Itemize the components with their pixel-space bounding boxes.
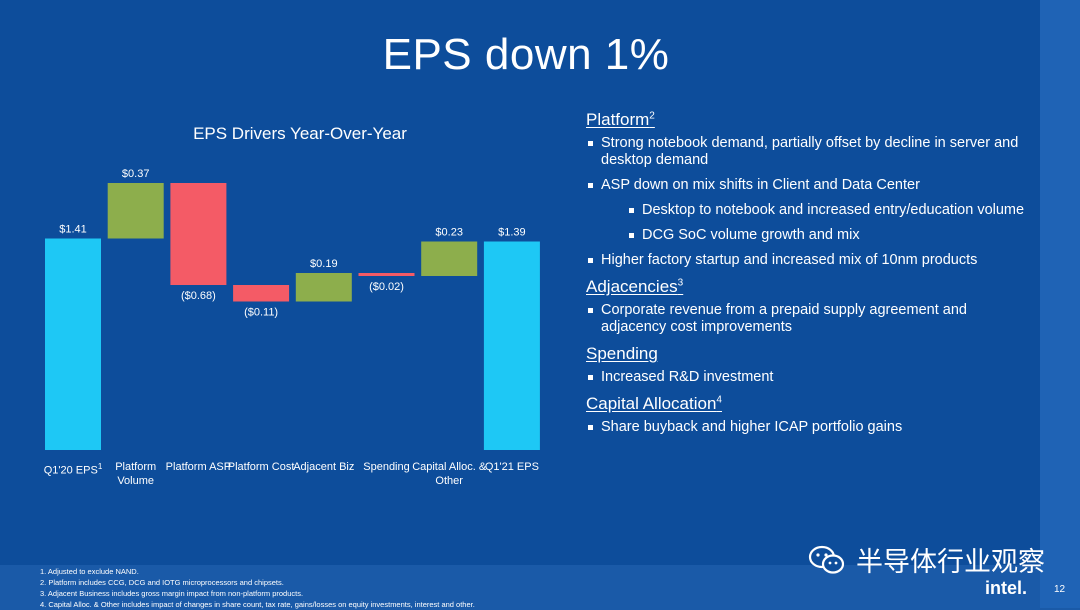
watermark-text: 半导体行业观察 [856, 547, 1045, 578]
category-label-6: Capital Alloc. & Other [412, 461, 487, 487]
category-label-0: Q1'20 EPS1 [43, 462, 103, 477]
value-label-0: $1.41 [59, 224, 87, 236]
bar-7 [483, 241, 540, 450]
value-label-5: ($0.02) [369, 281, 404, 293]
page-number: 12 [1054, 584, 1066, 595]
value-label-6: $0.23 [435, 227, 463, 239]
bullet-3-0: Share buyback and higher ICAP portfolio … [586, 419, 1036, 436]
bullet-0-2: Desktop to notebook and increased entry/… [586, 202, 1036, 219]
bar-3 [233, 285, 290, 302]
wechat-watermark: 半导体行业观察 [808, 540, 1045, 579]
value-label-3: ($0.11) [244, 307, 278, 319]
bullet-0-1: ASP down on mix shifts in Client and Dat… [586, 177, 1036, 194]
section-heading-2: Spending [586, 344, 658, 363]
category-label-4: Adjacent Biz [293, 461, 355, 473]
bar-1 [107, 183, 164, 239]
footnote-4: 4. Capital Alloc. & Other includes impac… [40, 600, 475, 609]
slide-title: EPS down 1% [382, 30, 670, 79]
section-heading-0: Platform2 [586, 110, 655, 129]
bullet-0-0: Strong notebook demand, partially offset… [586, 135, 1036, 169]
intel-logo: intel. [985, 578, 1028, 598]
section-heading-1: Adjacencies3 [586, 277, 684, 296]
footnotes: 1. Adjusted to exclude NAND. 2. Platform … [40, 566, 475, 610]
wechat-icon [808, 545, 845, 574]
bar-4 [295, 273, 352, 302]
bullet-2-0: Increased R&D investment [586, 369, 1036, 386]
bar-6 [421, 241, 478, 276]
value-label-2: ($0.68) [181, 290, 216, 302]
waterfall-chart: $1.41 $0.37 ($0.68) ($0.11) $0.19 ($0.02) $0.2… [45, 168, 540, 450]
commentary-bullets: Platform2 Strong notebook demand, partial… [586, 110, 1036, 444]
bar-0 [45, 238, 101, 450]
footnote-2: 2. Platform includes CCG, DCG and IOTG m… [40, 578, 284, 587]
footnote-3: 3. Adjacent Business includes gross marg… [40, 589, 304, 598]
value-label-4: $0.19 [310, 258, 338, 270]
category-label-1: Platform Volume [115, 461, 157, 487]
bar-5 [358, 273, 415, 276]
bullet-0-3: DCG SoC volume growth and mix [586, 227, 1036, 244]
bar-2 [170, 183, 227, 285]
category-label-2: Platform ASP [165, 461, 232, 473]
bullet-1-0: Corporate revenue from a prepaid supply … [586, 302, 1036, 336]
bullet-0-4: Higher factory startup and increased mix… [586, 252, 1036, 269]
value-label-7: $1.39 [498, 227, 526, 239]
category-label-3: Platform Cost [227, 461, 295, 473]
category-label-7: Q1'21 EPS [484, 461, 539, 473]
category-label-5: Spending [363, 461, 410, 473]
chart-title: EPS Drivers Year-Over-Year [193, 124, 407, 143]
footnote-1: 1. Adjusted to exclude NAND. [40, 567, 139, 576]
right-edge-strip [1040, 0, 1080, 608]
section-heading-3: Capital Allocation4 [586, 394, 722, 413]
value-label-1: $0.37 [122, 168, 150, 180]
